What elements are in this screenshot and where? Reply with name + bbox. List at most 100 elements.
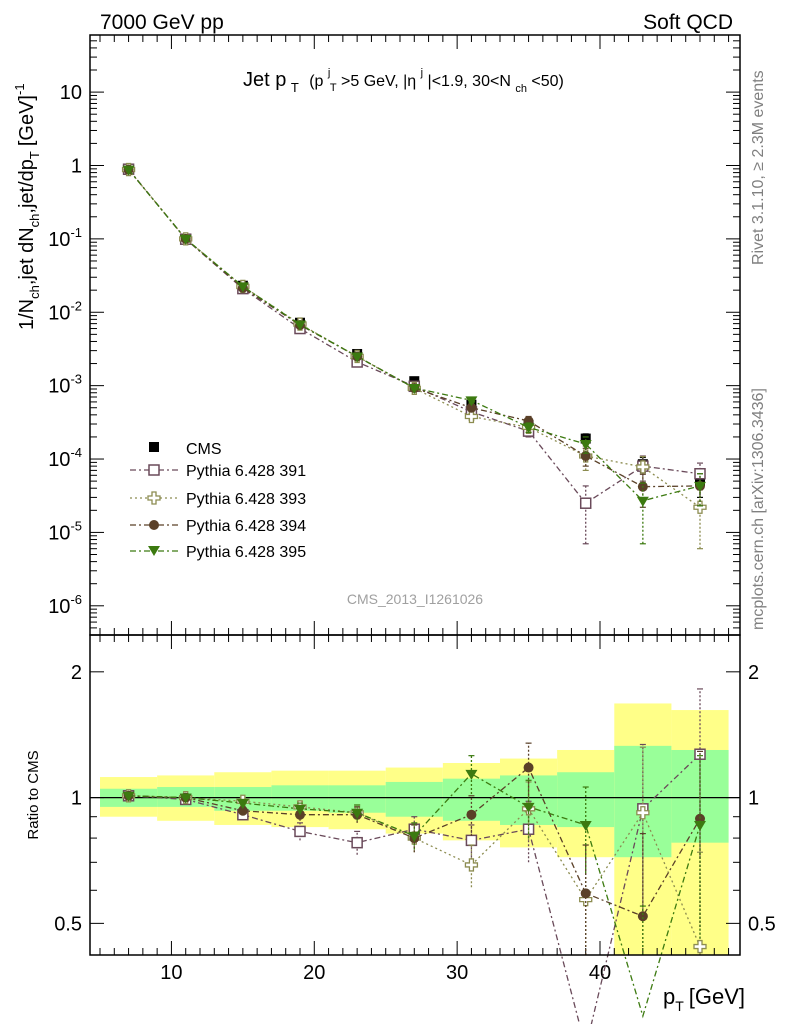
main-point-p395 [579, 440, 592, 451]
legend-entry-p391: Pythia 6.428 391 [130, 463, 306, 480]
legend-marker-p393 [147, 491, 161, 505]
ratio-point-p391 [294, 825, 306, 838]
ratio-point-p394 [523, 762, 534, 773]
ylabel-part-2: ,jet dN [16, 227, 38, 285]
ratio-point-p393 [636, 806, 650, 820]
ratio-point-p391 [465, 834, 478, 847]
main-point-p395 [636, 496, 649, 507]
main-point-p393 [636, 460, 650, 474]
plot-title-main-sub: T [291, 80, 299, 95]
ylabel-sub-3: T [27, 151, 42, 159]
main-point-p395 [465, 396, 478, 407]
legend-label-p395: Pythia 6.428 395 [186, 544, 306, 561]
ratio-ticks-layer: 0.5 0.5 1 1 2 2 10 20 30 40 [54, 635, 776, 984]
rivet-label: Rivet 3.1.10, ≥ 2.3M events [750, 70, 767, 265]
main-point-p395 [522, 423, 535, 434]
main-y-tick-label: 1 [71, 155, 82, 177]
ratio-band-inner [385, 781, 443, 817]
main-point-p395 [236, 282, 249, 293]
main-point-p395 [294, 320, 306, 331]
legend-marker-p391 [148, 464, 160, 476]
ratio-point-p393 [693, 939, 707, 954]
plot-title-cut-2: >5 GeV, |η [341, 73, 416, 90]
xlabel-main: p [663, 984, 675, 1009]
legend: CMS Pythia 6.428 391 Pythia 6.428 393 Py… [130, 441, 306, 561]
ratio-point-p395 [294, 804, 306, 815]
main-point-p395 [408, 383, 421, 394]
plot-title-cut-2-sup: j [420, 67, 423, 79]
main-y-axis-label: 1/Nch,jet dNch,jet/dpT[GeV]-1 [12, 83, 42, 330]
main-y-tick-label: 10-2 [48, 298, 82, 324]
legend-entry-cms: CMS [149, 441, 222, 458]
plot-title-cut-1-sup: j [327, 67, 330, 79]
x-tick-label: 20 [303, 962, 325, 984]
legend-entry-p393: Pythia 6.428 393 [130, 491, 306, 508]
ratio-point-p395 [579, 820, 592, 831]
xlabel-sub: T [675, 998, 684, 1014]
legend-label-p394: Pythia 6.428 394 [186, 518, 306, 535]
x-tick-label: 40 [589, 962, 611, 984]
ref-label: mcplots.cern.ch [arXiv:1306.3436] [750, 388, 767, 630]
x-axis-label: pT [GeV] [663, 984, 745, 1014]
main-y-tick-label: 10-5 [48, 518, 82, 544]
legend-entry-p394: Pythia 6.428 394 [130, 518, 306, 535]
ylabel-sub-1: ch [27, 285, 42, 299]
ratio-y-axis-label: Ratio to CMS [25, 750, 42, 839]
main-point-p393 [464, 409, 479, 424]
plot-title-cut-4: <50) [531, 73, 563, 90]
plot-title-cut-3: |<1.9, 30<N [428, 73, 511, 90]
ratio-y-tick-label: 0.5 [54, 913, 82, 935]
ratio-series-line-p391 [128, 753, 701, 1024]
ratio-point-p394 [237, 805, 248, 816]
xlabel-unit: [GeV] [689, 984, 745, 1009]
ratio-point-p391 [351, 836, 363, 849]
legend-marker-p394 [149, 520, 159, 530]
ratio-point-p394 [637, 911, 648, 922]
legend-label-p393: Pythia 6.428 393 [186, 491, 306, 508]
main-y-tick-label: 10-6 [48, 592, 82, 618]
plot-title-cut-1-sub: T [330, 82, 337, 94]
ratio-data-layer [121, 688, 707, 1024]
plot-title-cut-3-sub: ch [515, 83, 527, 95]
main-point-p395 [351, 352, 364, 363]
x-tick-label: 10 [160, 962, 182, 984]
ratio-point-p394 [580, 888, 591, 899]
main-point-p395 [179, 234, 192, 245]
ratio-plot-frame [89, 634, 741, 956]
ylabel-unit-sup: -1 [12, 83, 27, 95]
plot-title-main: Jet p [243, 69, 286, 91]
ratio-point-p395 [694, 820, 706, 831]
ylabel-unit: [GeV] [16, 95, 38, 146]
main-data-layer [121, 162, 707, 550]
analysis-watermark: CMS_2013_I1261026 [347, 591, 483, 607]
ratio-point-p393 [464, 858, 479, 872]
main-point-p393 [693, 500, 707, 514]
energy-label: 7000 GeV pp [100, 11, 224, 34]
main-point-p395 [122, 165, 135, 176]
main-panel: 10-6 10-5 10-4 10-3 10-2 10-1 1 10 [48, 34, 741, 636]
main-y-tick-label: 10-3 [48, 372, 82, 398]
ratio-y-tick-label: 1 [71, 788, 82, 810]
ratio-point-p394 [466, 809, 477, 820]
ylabel-part-1: 1/N [16, 299, 38, 330]
legend-entry-p395: Pythia 6.428 395 [130, 544, 306, 561]
legend-marker-cms [149, 442, 159, 452]
main-y-tick-label: 10 [60, 82, 82, 104]
main-point-p391 [579, 497, 592, 509]
ratio-point-p395 [522, 802, 535, 813]
ratio-y-tick-label-right: 0.5 [748, 913, 776, 935]
category-label: Soft QCD [643, 11, 733, 34]
main-ticks-layer: 10-6 10-5 10-4 10-3 10-2 10-1 1 10 [48, 34, 740, 636]
legend-label-cms: CMS [186, 441, 222, 458]
ratio-point-p395 [236, 799, 249, 810]
legend-marker-p395 [148, 546, 160, 556]
ratio-point-p395 [465, 769, 478, 780]
plot-title-cut-1: (p [309, 73, 323, 90]
main-y-tick-label: 10-4 [48, 445, 82, 471]
ratio-y-tick-label-right: 2 [748, 662, 759, 684]
ratio-y-tick-label: 2 [71, 662, 82, 684]
ratio-point-p395 [351, 808, 364, 819]
ratio-point-p395 [179, 793, 192, 804]
ylabel-part-3: ,jet/dp [16, 159, 38, 213]
